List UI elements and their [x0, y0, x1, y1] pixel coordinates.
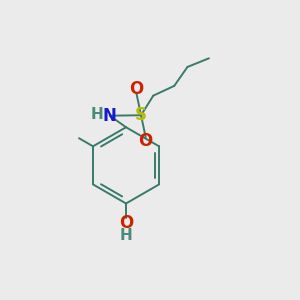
Text: S: S — [135, 106, 147, 124]
Text: O: O — [139, 132, 153, 150]
Text: O: O — [129, 80, 144, 98]
Text: O: O — [119, 214, 133, 232]
Text: N: N — [103, 107, 117, 125]
Text: H: H — [91, 107, 103, 122]
Text: H: H — [120, 228, 132, 243]
